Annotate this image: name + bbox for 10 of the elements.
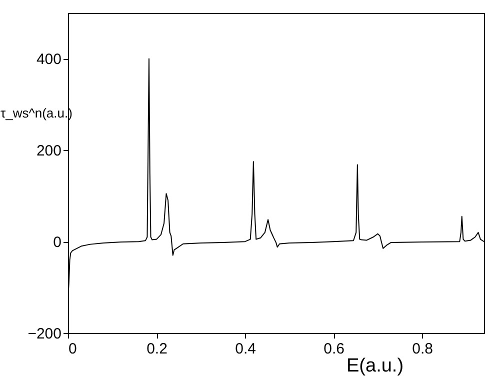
x-tick-label: 0 [68,340,77,358]
x-tick-label: 0.6 [324,340,344,358]
x-tick-label: 0.8 [412,340,433,358]
y-tick-label: 0 [53,234,62,252]
y-tick-label: 200 [36,142,62,160]
y-tick-label: −200 [28,326,62,342]
x-tick-label: 0.2 [146,340,168,358]
x-tick-label: 0.4 [235,340,256,358]
x-axis-title: E(a.u.) [346,356,404,376]
y-tick-label: 400 [36,51,62,68]
